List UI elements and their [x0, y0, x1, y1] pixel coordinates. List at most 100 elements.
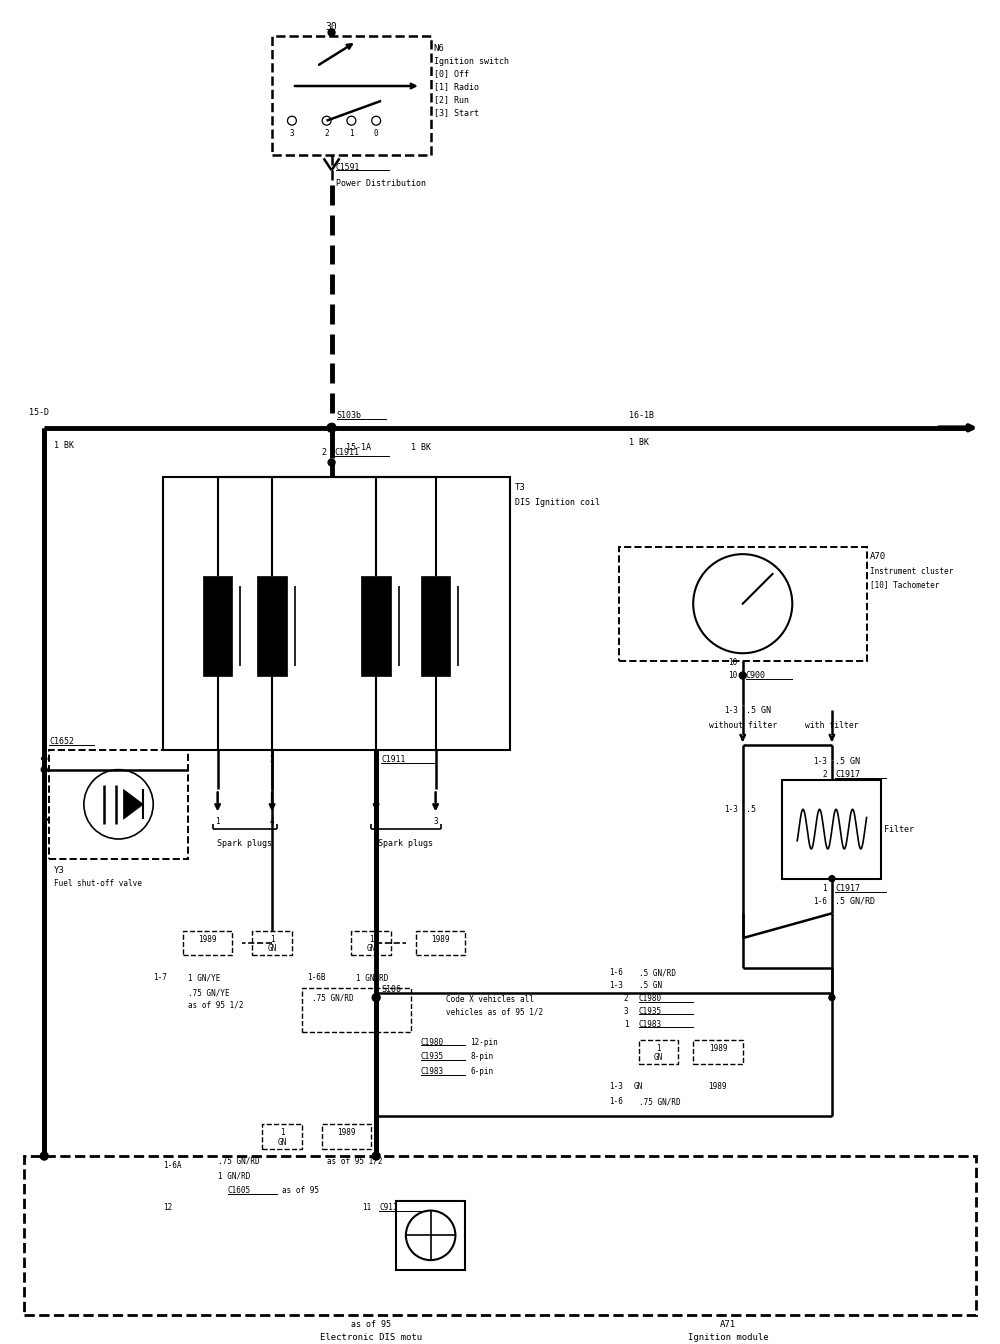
Bar	[262, 1124, 302, 1149]
Text: 2: 2	[624, 995, 628, 1003]
Text: 1989: 1989	[198, 934, 217, 943]
Bar	[183, 930, 232, 956]
Text: C1935: C1935	[639, 1007, 662, 1016]
Text: 1: 1	[624, 1020, 628, 1028]
Text: 1: 1	[280, 1128, 284, 1137]
Text: GN: GN	[367, 945, 376, 953]
Polygon shape	[123, 789, 143, 820]
Text: GN: GN	[267, 945, 277, 953]
Circle shape	[328, 460, 335, 466]
Bar	[49, 750, 188, 859]
Text: 1-6: 1-6	[609, 1097, 623, 1106]
Text: Filter: Filter	[884, 825, 914, 833]
Text: 3: 3	[290, 129, 294, 138]
Bar	[257, 577, 287, 676]
Text: 10: 10	[729, 659, 738, 667]
Text: .5 GN/RD: .5 GN/RD	[639, 968, 676, 977]
Bar	[396, 1200, 465, 1270]
Text: 2: 2	[374, 817, 378, 825]
Text: C1917: C1917	[835, 770, 860, 780]
Text: .75 GN/RD: .75 GN/RD	[639, 1097, 680, 1106]
Bar	[24, 1156, 976, 1314]
Text: 1989: 1989	[337, 1128, 356, 1137]
Text: Fuel shut-off valve: Fuel shut-off valve	[54, 879, 142, 888]
Circle shape	[327, 423, 336, 433]
Text: [10] Tachometer: [10] Tachometer	[870, 579, 939, 589]
Text: Y3: Y3	[54, 867, 65, 875]
Text: 1989: 1989	[708, 1082, 727, 1091]
Text: S103b: S103b	[337, 411, 362, 421]
Bar	[302, 988, 411, 1032]
Text: 1: 1	[349, 129, 354, 138]
Text: 1-3: 1-3	[724, 706, 738, 715]
Text: 12: 12	[163, 1203, 173, 1212]
Text: as of 95: as of 95	[351, 1320, 391, 1329]
Text: 1-7: 1-7	[153, 973, 167, 982]
Bar	[693, 1040, 743, 1064]
Text: Instrument cluster: Instrument cluster	[870, 567, 953, 577]
Text: .5 GN/RD: .5 GN/RD	[835, 896, 875, 906]
Text: 1-6: 1-6	[609, 968, 623, 977]
Text: A71: A71	[720, 1320, 736, 1329]
Text: Ignition module: Ignition module	[688, 1333, 768, 1341]
Text: GN: GN	[277, 1138, 287, 1146]
Text: 1: 1	[374, 755, 378, 765]
Text: 1 BK: 1 BK	[411, 444, 431, 452]
Bar	[416, 930, 465, 956]
Text: 1 BK: 1 BK	[629, 438, 649, 448]
Text: DIS Ignition coil: DIS Ignition coil	[515, 497, 600, 507]
Text: 10: 10	[729, 671, 738, 680]
Bar	[272, 36, 431, 156]
Text: vehicles as of 95 1/2: vehicles as of 95 1/2	[446, 1008, 543, 1017]
Text: C1605: C1605	[228, 1187, 251, 1195]
Text: Code X vehicles all: Code X vehicles all	[446, 995, 533, 1004]
Text: 15-D: 15-D	[29, 409, 49, 418]
Circle shape	[41, 766, 47, 773]
Text: Power Distribution: Power Distribution	[336, 179, 426, 188]
Text: .5 GN: .5 GN	[639, 981, 662, 991]
Text: 1: 1	[215, 817, 220, 825]
Text: 12-pin: 12-pin	[470, 1038, 498, 1047]
Text: [2] Run: [2] Run	[434, 95, 469, 105]
Text: 3: 3	[624, 1007, 628, 1016]
Text: 1 GN/YE: 1 GN/YE	[188, 973, 220, 982]
Bar	[421, 577, 450, 676]
Text: 1-6B: 1-6B	[307, 973, 325, 982]
Text: C1980: C1980	[639, 995, 662, 1003]
Text: 11: 11	[362, 1203, 371, 1212]
Text: 16-1B: 16-1B	[629, 411, 654, 421]
Text: C1591: C1591	[336, 163, 360, 172]
Text: C1911: C1911	[335, 448, 360, 457]
Text: .75 GN/RD: .75 GN/RD	[312, 993, 353, 1003]
Text: 6-pin: 6-pin	[470, 1067, 493, 1077]
Bar	[619, 547, 867, 661]
Bar	[322, 1124, 371, 1149]
Text: 3: 3	[433, 817, 438, 825]
Circle shape	[328, 30, 335, 36]
Text: Spark plugs: Spark plugs	[217, 840, 272, 848]
Text: 1-3: 1-3	[609, 1082, 623, 1091]
Circle shape	[40, 1152, 48, 1160]
Text: Spark plugs: Spark plugs	[378, 840, 433, 848]
Text: GN: GN	[654, 1054, 663, 1063]
Text: 1-6A: 1-6A	[163, 1161, 182, 1171]
Text: .75 GN/RD: .75 GN/RD	[218, 1157, 259, 1165]
Text: 1989: 1989	[709, 1043, 727, 1052]
Text: C1980: C1980	[421, 1038, 444, 1047]
Circle shape	[372, 993, 380, 1001]
Text: C1917: C1917	[835, 884, 860, 892]
Text: 15-1A: 15-1A	[346, 444, 371, 452]
Text: .5 GN: .5 GN	[746, 706, 771, 715]
Text: [3] Start: [3] Start	[434, 109, 479, 117]
Text: S106: S106	[381, 985, 401, 995]
Text: 4: 4	[270, 817, 274, 825]
Text: 1-6: 1-6	[813, 896, 827, 906]
Text: [1] Radio: [1] Radio	[434, 82, 479, 91]
Text: .5 GN: .5 GN	[835, 757, 860, 766]
Text: 2: 2	[322, 448, 327, 457]
Text: 1-3: 1-3	[609, 981, 623, 991]
Circle shape	[372, 1152, 380, 1160]
Bar	[639, 1040, 678, 1064]
Text: Electronic DIS motu: Electronic DIS motu	[320, 1333, 422, 1341]
Text: 1989: 1989	[431, 934, 450, 943]
